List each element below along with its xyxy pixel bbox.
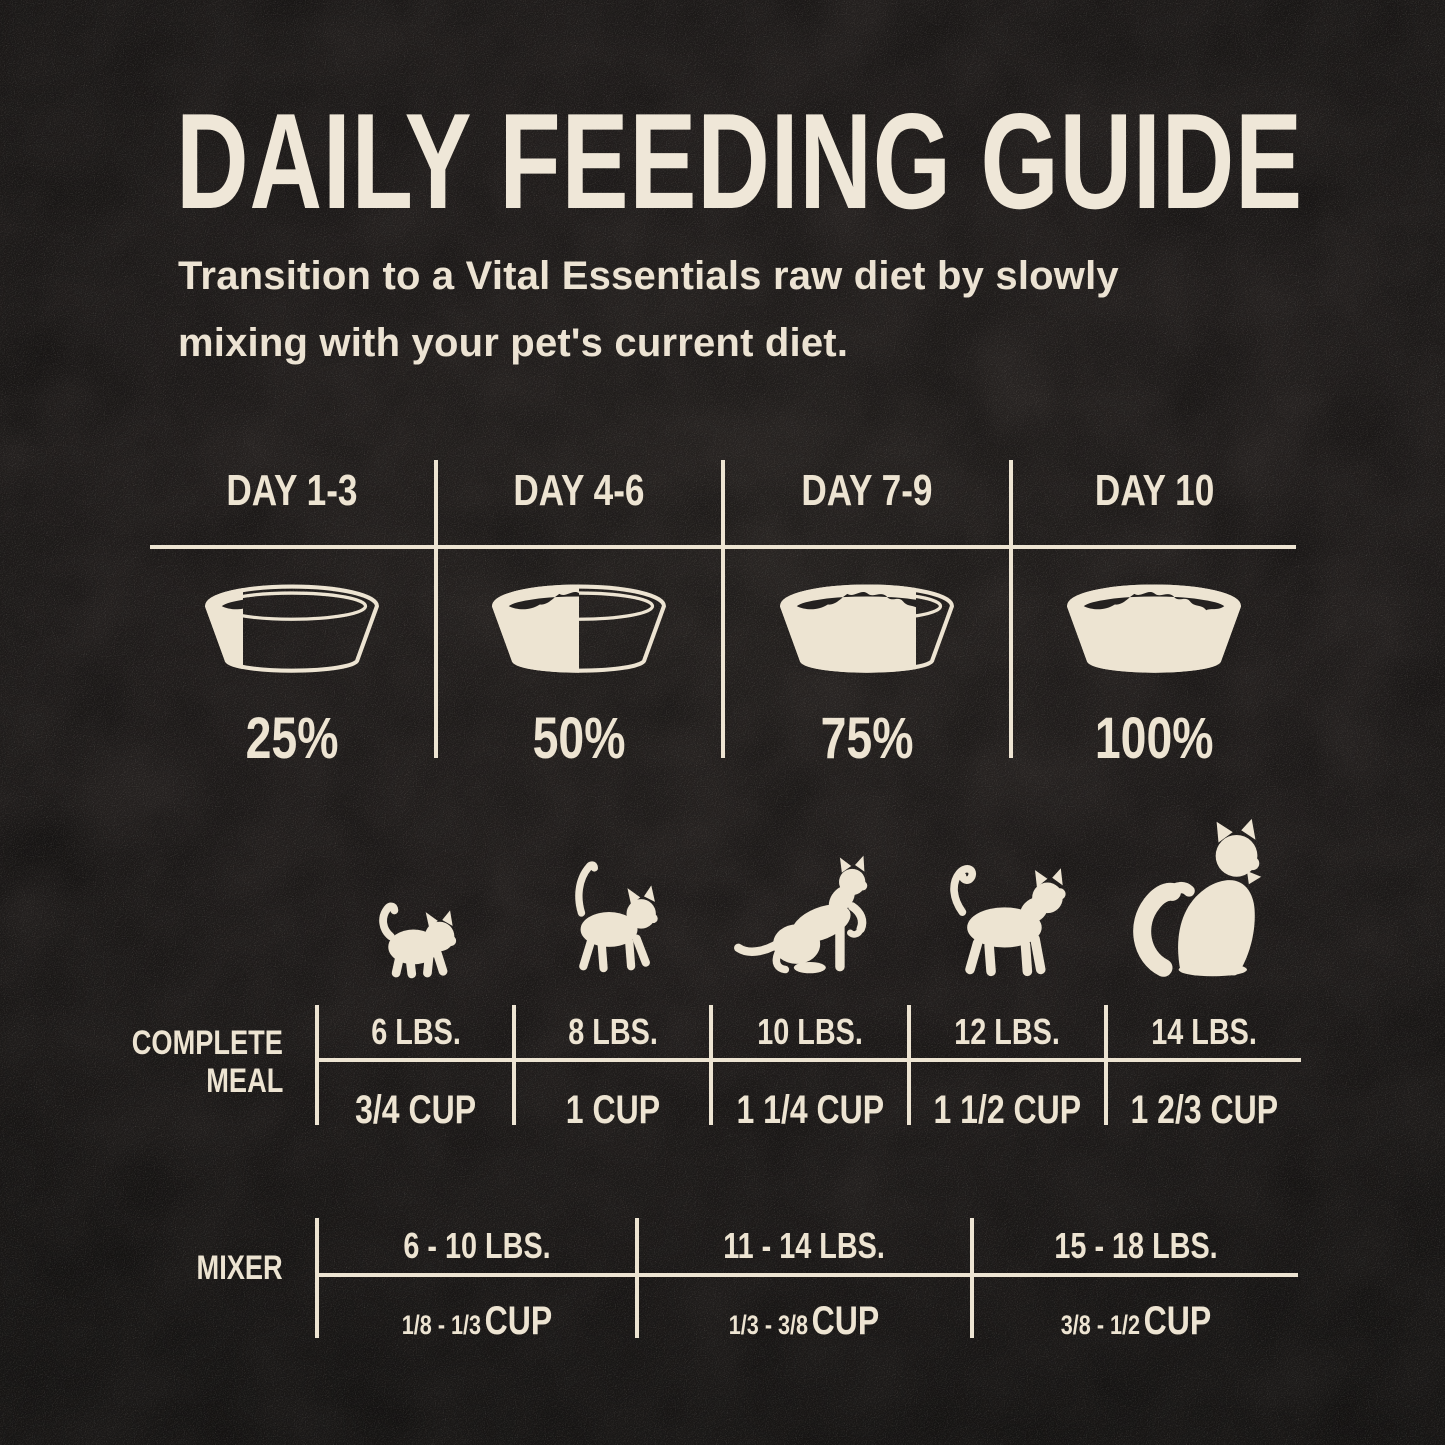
complete-meal-label-line2: MEAL <box>205 1062 283 1100</box>
transition-column-day-7-9: DAY 7-9 75% <box>725 460 1013 768</box>
day-range-label: DAY 1-3 <box>226 466 358 515</box>
mixer-column: 6 - 10 LBS. 1/8 - 1/3 CUP <box>315 1218 635 1343</box>
complete-meal-column: 8 LBS. 1 CUP <box>512 1005 709 1132</box>
complete-meal-column: 14 LBS. 1 2/3 CUP <box>1103 1005 1301 1132</box>
weight-range-label: 11 - 14 LBS. <box>723 1224 885 1266</box>
adolescent-cat-icon <box>734 855 868 974</box>
cup-amount-label: 3/4 CUP <box>355 1088 477 1132</box>
mixer-table: 6 - 10 LBS. 1/8 - 1/3 CUP 11 - 14 LBS. 1… <box>315 1218 1298 1343</box>
transition-column-day-10: DAY 10 100% <box>1013 460 1297 768</box>
transition-column-day-1-3: DAY 1-3 25% <box>150 460 438 768</box>
complete-meal-column: 6 LBS. 3/4 CUP <box>315 1005 512 1132</box>
cup-amount-label: 1 CUP <box>565 1088 660 1132</box>
cup-range-label: 3/8 - 1/2 CUP <box>1060 1299 1212 1343</box>
mix-percent-label: 100% <box>1094 706 1214 771</box>
cup-range-label: 1/3 - 3/8 CUP <box>728 1299 880 1343</box>
cup-amount-label: 1 1/2 CUP <box>933 1088 1082 1132</box>
mixer-column: 11 - 14 LBS. 1/3 - 3/8 CUP <box>634 1218 970 1343</box>
complete-meal-label-line1: COMPLETE <box>131 1024 283 1062</box>
complete-meal-table: 6 LBS. 3/4 CUP 8 LBS. 1 CUP 10 LBS. 1 1/… <box>315 1005 1301 1132</box>
bowl-fill-level <box>194 583 243 675</box>
food-bowl-icon <box>1056 583 1252 675</box>
cup-amount-label: 1 2/3 CUP <box>1130 1088 1279 1132</box>
weight-range-label: 6 - 10 LBS. <box>403 1224 551 1266</box>
large-fluffy-cat-icon <box>1133 818 1262 977</box>
food-bowl-icon <box>194 583 390 675</box>
weight-label: 14 LBS. <box>1151 1010 1258 1052</box>
day-range-label: DAY 4-6 <box>513 466 645 515</box>
weight-label: 8 LBS. <box>567 1010 658 1052</box>
food-bowl-icon <box>481 583 677 675</box>
bowl-fill-level <box>481 583 580 675</box>
bowl-fill-level <box>769 583 916 675</box>
bowl-fill-level <box>1056 583 1252 675</box>
mixer-label: MIXER <box>196 1249 283 1287</box>
food-bowl-icon <box>769 583 965 675</box>
cup-range-label: 1/8 - 1/3 CUP <box>401 1299 552 1343</box>
complete-meal-column: 12 LBS. 1 1/2 CUP <box>906 1005 1104 1132</box>
mix-percent-label: 75% <box>820 706 914 771</box>
mixer-column: 15 - 18 LBS. 3/8 - 1/2 CUP <box>969 1218 1298 1343</box>
weight-label: 12 LBS. <box>954 1010 1061 1052</box>
weight-label: 10 LBS. <box>757 1010 863 1052</box>
cup-amount-label: 1 1/4 CUP <box>736 1088 884 1132</box>
day-range-label: DAY 10 <box>1094 466 1214 515</box>
intro-line-1: Transition to a Vital Essentials raw die… <box>178 254 1119 298</box>
page-title: DAILY FEEDING GUIDE <box>176 85 1303 237</box>
intro-line-2: mixing with your pet's current diet. <box>178 321 849 365</box>
transition-column-day-4-6: DAY 4-6 50% <box>438 460 725 768</box>
transition-table: DAY 1-3 25% DAY 4-6 <box>150 460 1297 768</box>
complete-meal-label: COMPLETE MEAL <box>80 1024 283 1100</box>
weight-range-label: 15 - 18 LBS. <box>1054 1224 1218 1266</box>
adult-cat-icon <box>950 865 1066 977</box>
weight-label: 6 LBS. <box>370 1010 461 1052</box>
complete-meal-column: 10 LBS. 1 1/4 CUP <box>709 1005 906 1132</box>
kitten-icon <box>379 902 457 979</box>
young-cat-icon <box>575 861 658 973</box>
intro-text: Transition to a Vital Essentials raw die… <box>178 243 1119 377</box>
day-range-label: DAY 7-9 <box>801 466 933 515</box>
mix-percent-label: 50% <box>532 706 626 771</box>
mix-percent-label: 25% <box>245 706 339 771</box>
